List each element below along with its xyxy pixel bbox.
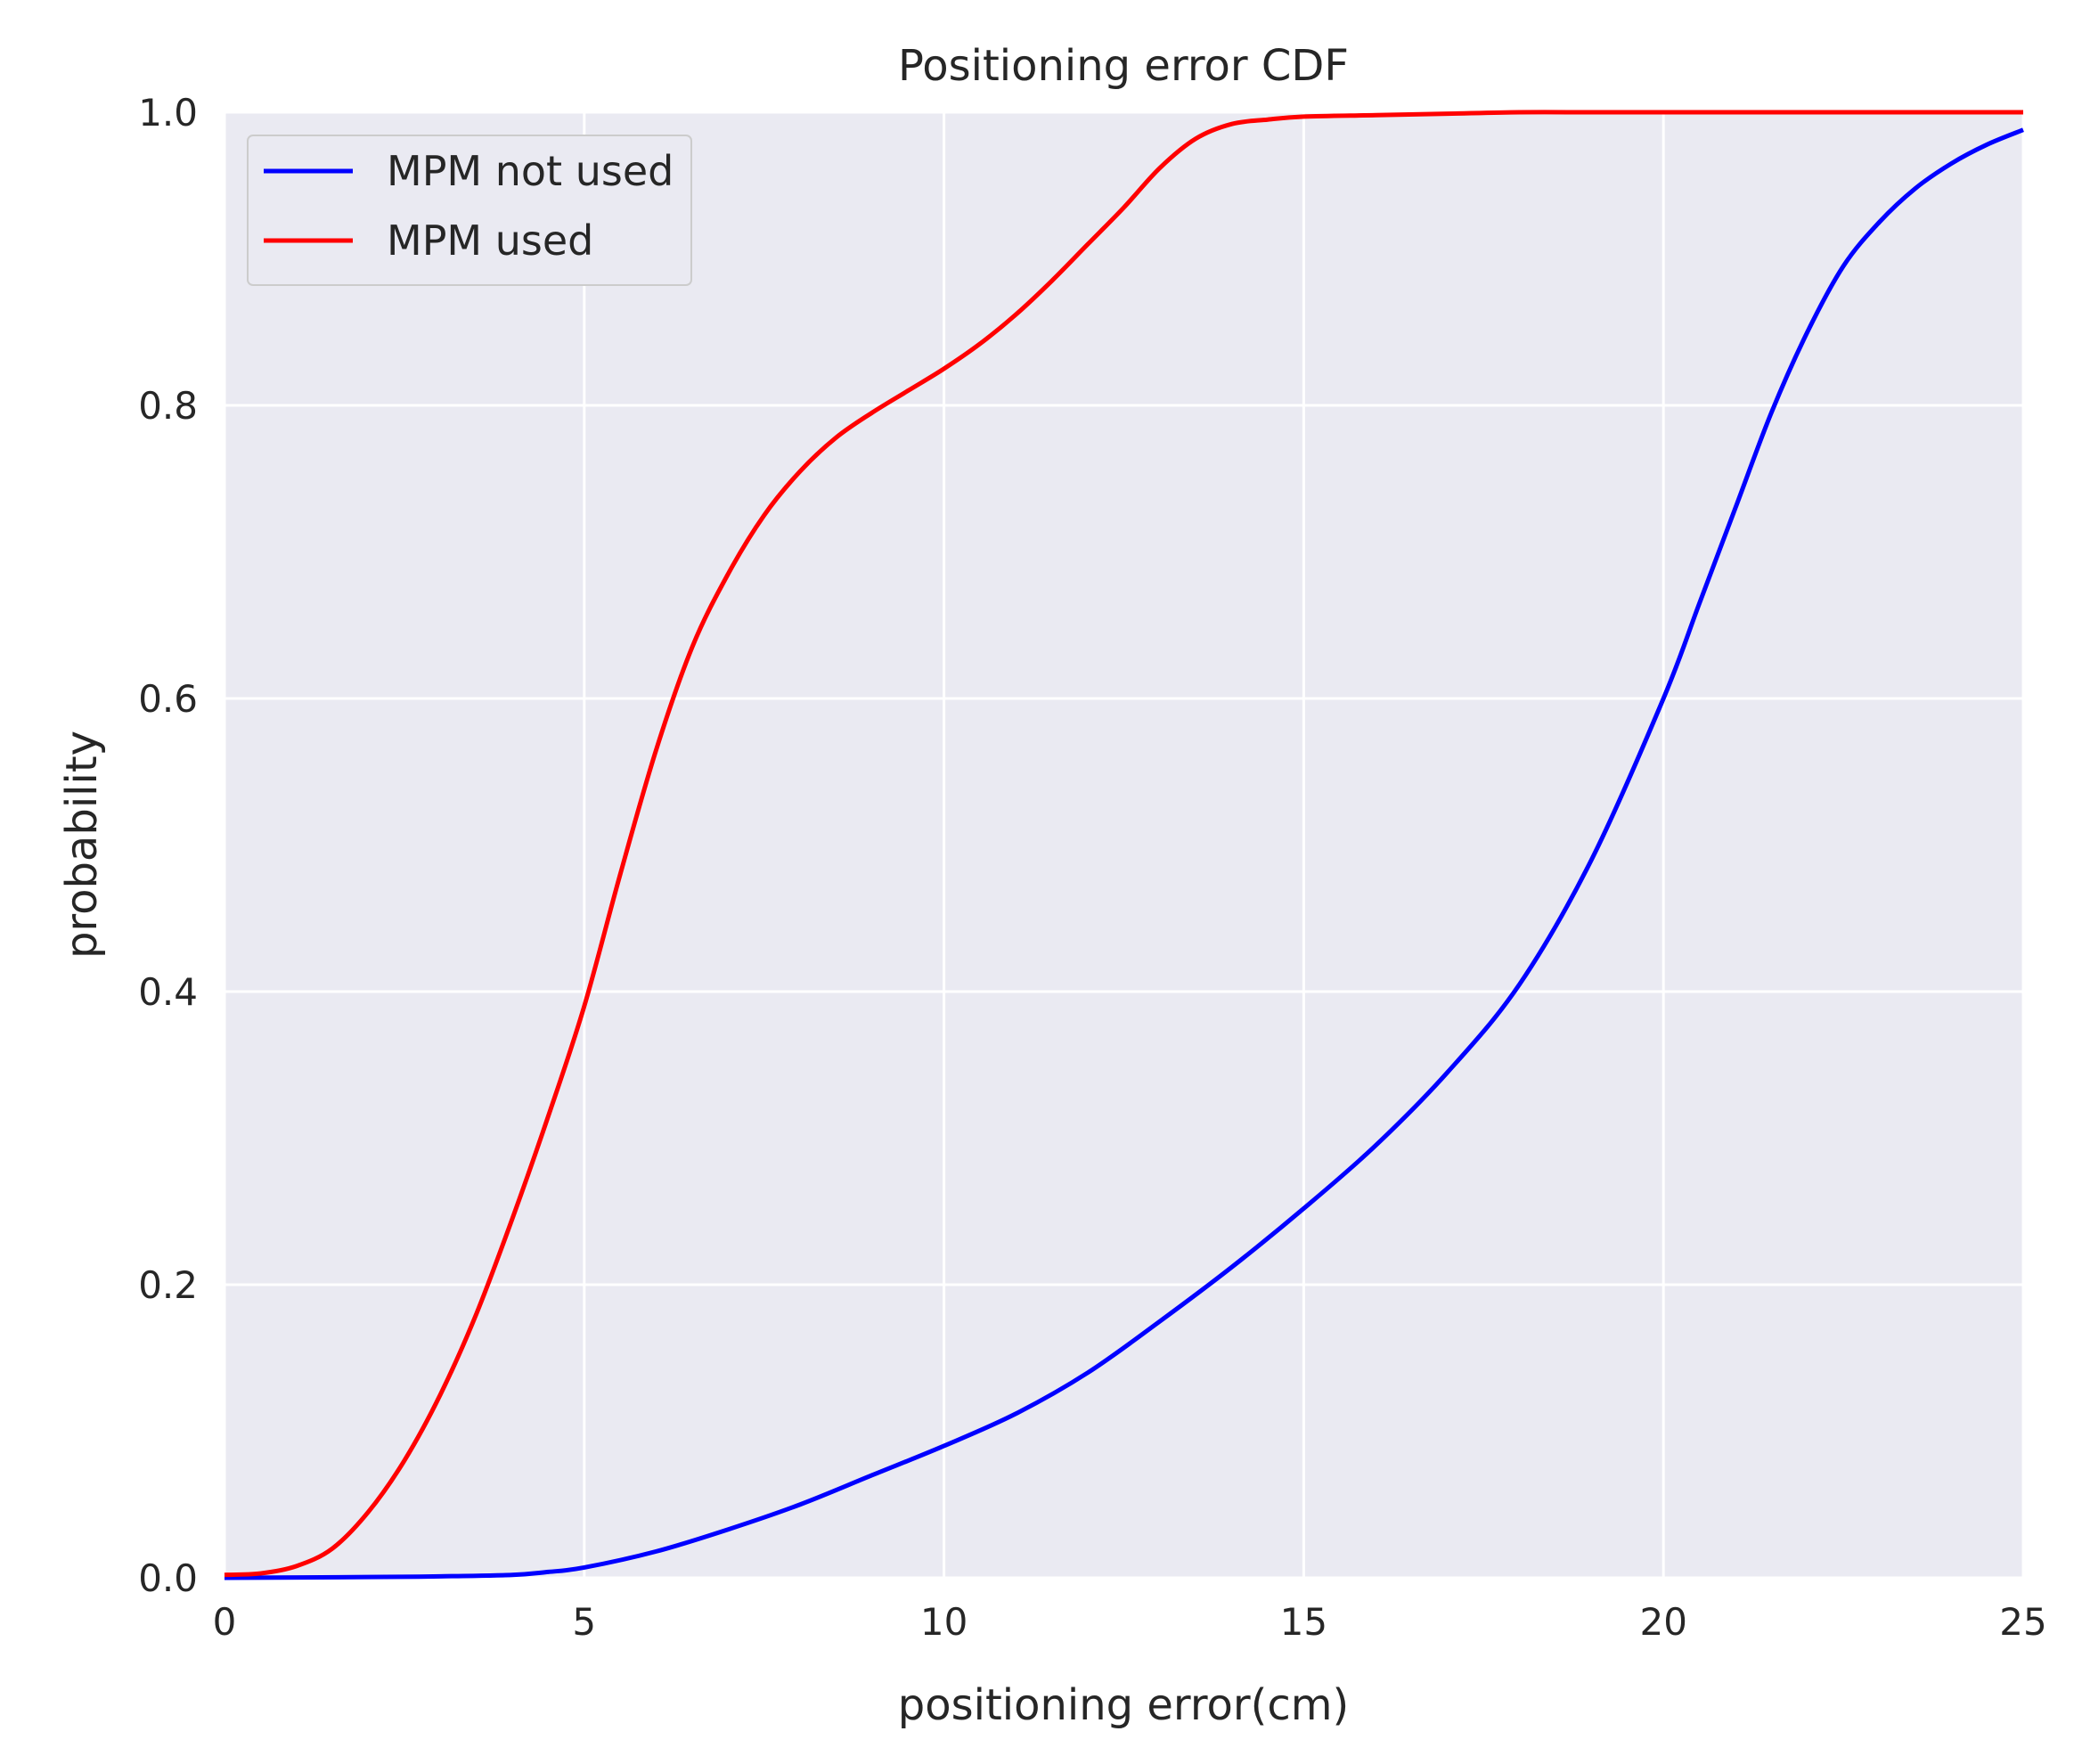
x-tick-label: 10 — [920, 1600, 968, 1644]
x-tick-label: 25 — [1999, 1600, 2046, 1644]
x-tick-label: 20 — [1639, 1600, 1686, 1644]
series-line-mpm-not-used — [224, 127, 2024, 1580]
legend-label-mpm-not-used: MPM not used — [387, 147, 674, 195]
y-tick-label: 0.8 — [138, 384, 198, 428]
y-tick-label: 0.0 — [138, 1556, 198, 1600]
x-tick-label: 5 — [572, 1600, 596, 1644]
y-tick-label: 0.6 — [138, 677, 198, 721]
legend-box — [247, 135, 692, 286]
series-lines — [224, 110, 2024, 1580]
legend-label-mpm-used: MPM used — [387, 216, 593, 265]
x-axis-label: positioning error(cm) — [898, 1680, 1349, 1730]
y-tick-label: 0.2 — [138, 1263, 198, 1307]
y-tick-label: 0.4 — [138, 970, 198, 1014]
legend: MPM not used MPM used — [247, 135, 692, 286]
x-tick-label: 0 — [213, 1600, 237, 1644]
series-line-mpm-used — [224, 110, 2023, 1578]
y-axis-label: probability — [57, 731, 107, 959]
plot-background — [225, 112, 2023, 1578]
y-tick-label: 1.0 — [138, 91, 198, 135]
x-tick-label: 15 — [1280, 1600, 1327, 1644]
chart-title: Positioning error CDF — [898, 41, 1349, 91]
tick-labels: 0 5 10 15 20 25 0.0 0.2 0.4 0.6 0.8 1.0 — [138, 91, 2047, 1644]
grid-lines — [223, 110, 2025, 1580]
